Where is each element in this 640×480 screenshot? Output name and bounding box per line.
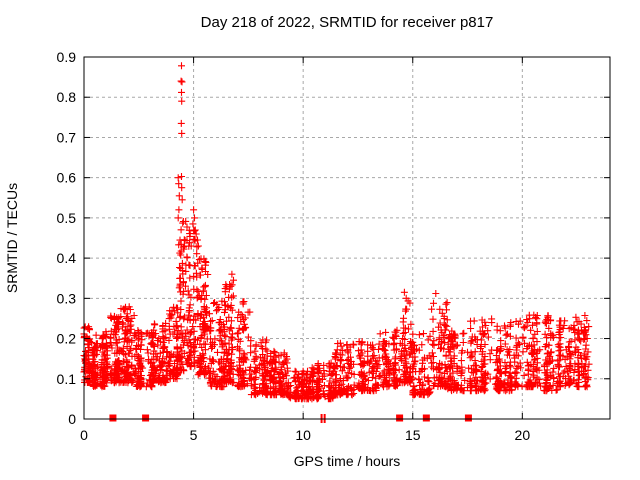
baseline-square-marker bbox=[142, 414, 150, 422]
y-tick-label: 0.3 bbox=[57, 290, 77, 306]
axes-and-ticks bbox=[83, 56, 611, 420]
baseline-square-marker bbox=[464, 414, 472, 422]
x-tick-label: 5 bbox=[190, 427, 198, 443]
y-tick-label: 0.5 bbox=[57, 210, 77, 226]
y-tick-label: 0.1 bbox=[57, 371, 77, 387]
x-axis-label: GPS time / hours bbox=[294, 453, 401, 469]
y-tick-label: 0.2 bbox=[57, 331, 77, 347]
data-point-crosses bbox=[80, 62, 593, 403]
x-tick-label: 10 bbox=[295, 427, 311, 443]
chart-title: Day 218 of 2022, SRMTID for receiver p81… bbox=[201, 14, 494, 31]
tick-labels: 0 5 10 15 20 0 0.1 0.2 0.3 0.4 0.5 0.6 0.7 0.8 0.9 bbox=[57, 49, 531, 443]
y-tick-label: 0.6 bbox=[57, 170, 77, 186]
y-tick-label: 0.9 bbox=[57, 49, 77, 65]
y-tick-label: 0.8 bbox=[57, 89, 77, 105]
baseline-square-marker bbox=[422, 414, 430, 422]
plot-border bbox=[83, 56, 611, 420]
y-axis-label: SRMTID / TECUs bbox=[4, 183, 20, 293]
baseline-square-marker bbox=[109, 414, 117, 422]
scatter-points bbox=[80, 62, 593, 403]
x-tick-label: 0 bbox=[80, 427, 88, 443]
y-tick-label: 0.4 bbox=[57, 250, 77, 266]
y-tick-label: 0.7 bbox=[57, 129, 77, 145]
x-tick-label: 20 bbox=[515, 427, 531, 443]
x-tick-label: 15 bbox=[405, 427, 421, 443]
baseline-square-marker bbox=[396, 414, 404, 422]
y-tick-label: 0 bbox=[68, 411, 76, 427]
